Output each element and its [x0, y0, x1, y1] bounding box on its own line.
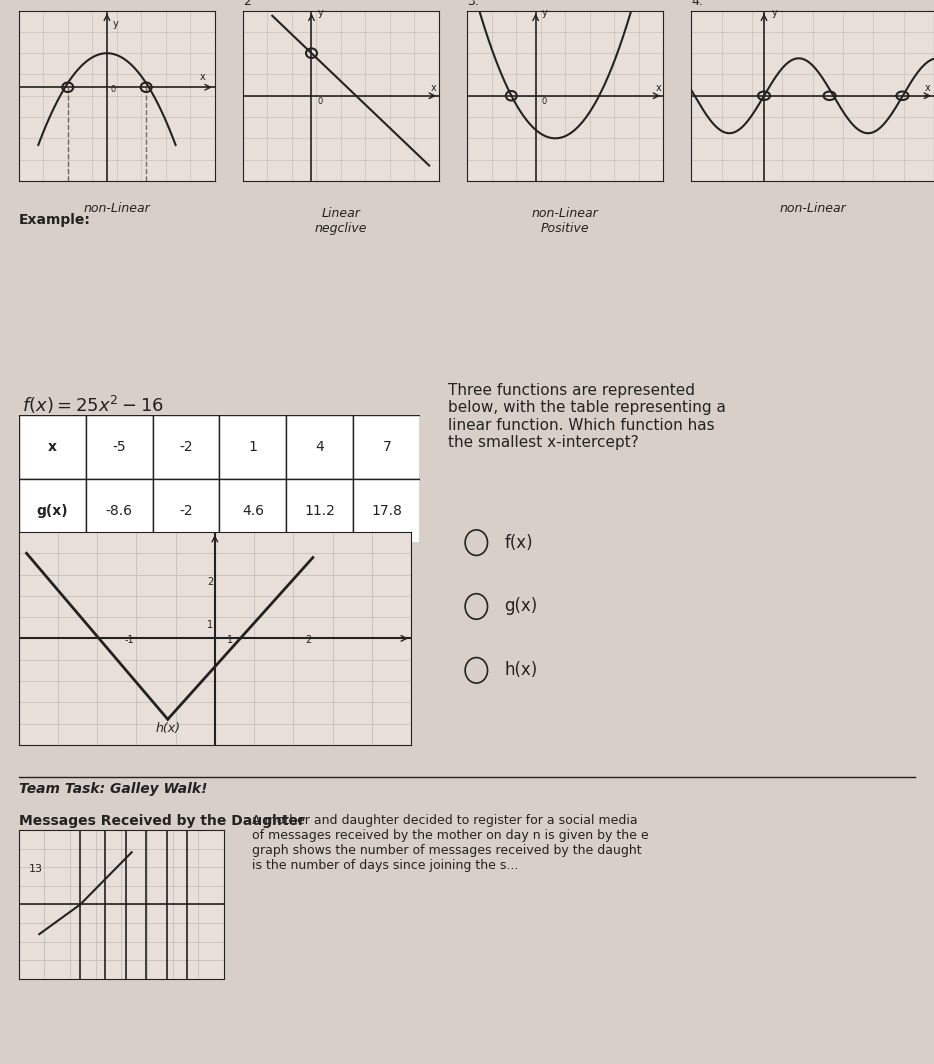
Text: y: y: [771, 7, 777, 18]
Text: x: x: [199, 72, 205, 82]
Text: h(x): h(x): [155, 722, 180, 735]
Text: y: y: [318, 7, 323, 18]
Text: 3.: 3.: [467, 0, 479, 9]
Text: 4.6: 4.6: [242, 503, 264, 518]
Text: x: x: [48, 439, 57, 454]
Text: 0: 0: [111, 85, 116, 95]
Text: Three functions are represented
below, with the table representing a
linear func: Three functions are represented below, w…: [448, 383, 727, 450]
Text: g(x): g(x): [504, 598, 538, 615]
Text: Messages Received by the Daughter: Messages Received by the Daughter: [19, 814, 304, 828]
Text: 17.8: 17.8: [372, 503, 403, 518]
Text: Example:: Example:: [19, 213, 91, 227]
Bar: [353, 415, 420, 479]
Text: 13: 13: [29, 864, 43, 874]
Text: g(x): g(x): [36, 503, 68, 518]
Text: 1: 1: [227, 634, 233, 645]
Text: h(x): h(x): [504, 662, 538, 679]
Bar: [86, 479, 152, 543]
Text: y: y: [542, 7, 547, 18]
Text: A mother and daughter decided to register for a social media
of messages receive: A mother and daughter decided to registe…: [252, 814, 649, 872]
Text: non-Linear
Positive: non-Linear Positive: [531, 207, 599, 235]
Text: 1: 1: [207, 619, 213, 630]
Text: 4: 4: [316, 439, 324, 454]
Text: 7: 7: [382, 439, 391, 454]
Text: x: x: [925, 83, 930, 93]
Text: -5: -5: [112, 439, 126, 454]
Bar: [287, 415, 353, 479]
Bar: [86, 415, 152, 479]
Text: 2: 2: [305, 634, 311, 645]
Text: 4.: 4.: [691, 0, 703, 9]
Text: y: y: [113, 19, 119, 29]
Bar: [219, 479, 287, 543]
Text: x: x: [656, 83, 661, 93]
Text: -1: -1: [124, 634, 134, 645]
Bar: [152, 415, 219, 479]
Bar: [219, 415, 287, 479]
Bar: [152, 479, 219, 543]
Text: 11.2: 11.2: [304, 503, 335, 518]
Text: $f(x) = 25x^2 - 16$: $f(x) = 25x^2 - 16$: [22, 394, 164, 416]
Text: x: x: [432, 83, 437, 93]
Text: f(x): f(x): [504, 534, 533, 551]
Text: non-Linear: non-Linear: [779, 202, 846, 215]
Text: -8.6: -8.6: [106, 503, 133, 518]
Text: -2: -2: [179, 503, 192, 518]
Text: 2: 2: [243, 0, 250, 9]
Text: 1: 1: [248, 439, 258, 454]
Text: 0: 0: [542, 97, 546, 106]
Text: Team Task: Galley Walk!: Team Task: Galley Walk!: [19, 782, 207, 796]
Text: Linear
negclive: Linear negclive: [315, 207, 367, 235]
Bar: [19, 479, 86, 543]
Text: non-Linear: non-Linear: [83, 202, 150, 215]
Text: -2: -2: [179, 439, 192, 454]
Bar: [353, 479, 420, 543]
Text: 2: 2: [207, 577, 213, 587]
Text: 0: 0: [318, 97, 322, 106]
Bar: [287, 479, 353, 543]
Bar: [19, 415, 86, 479]
